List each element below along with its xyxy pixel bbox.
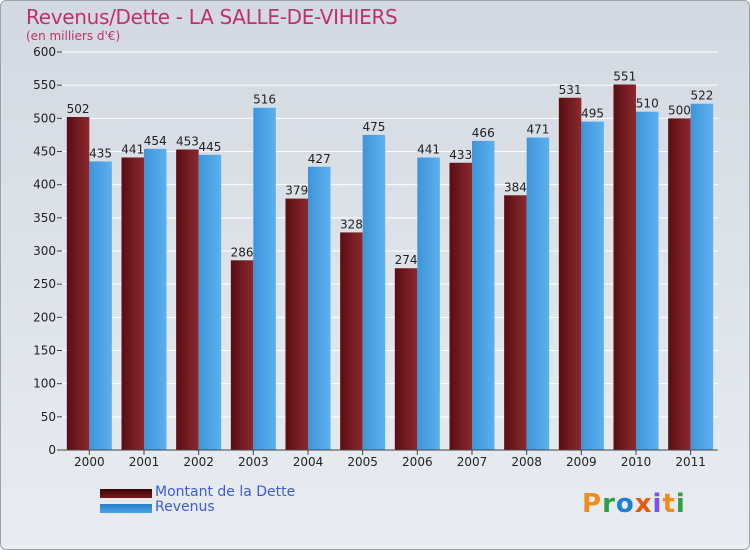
- bar-dette: [613, 84, 636, 451]
- data-label-revenus: 471: [526, 123, 549, 137]
- y-tick-label: 400: [33, 178, 56, 192]
- y-tick-label: 50: [41, 410, 56, 424]
- x-tick-label: 2010: [621, 455, 652, 469]
- y-tick-label: 250: [33, 277, 56, 291]
- bar-revenus: [308, 166, 331, 451]
- bar-dette: [558, 97, 582, 451]
- bar-revenus: [417, 157, 440, 450]
- grid-lines: [62, 51, 718, 451]
- data-label-dette: 531: [559, 83, 582, 97]
- y-tick-label: 600: [33, 45, 56, 59]
- chart-subtitle: (en milliers d'€): [26, 29, 121, 43]
- y-tick-label: 450: [33, 145, 56, 159]
- bar-dette: [340, 232, 363, 450]
- data-label-dette: 384: [504, 180, 527, 194]
- y-axis-ticks: 0 50 100 150 200 250 300 350 400 450 500 550 600: [33, 45, 62, 457]
- data-label-dette: 551: [613, 70, 636, 84]
- legend-swatch-revenus: [100, 504, 152, 513]
- bar-dette: [176, 149, 199, 450]
- bar-dette: [285, 198, 308, 450]
- x-tick-label: 2006: [402, 455, 433, 469]
- logo-letter: i: [675, 489, 686, 519]
- data-label-dette: 502: [67, 102, 90, 116]
- y-tick-label: 150: [33, 344, 56, 358]
- bar-dette: [121, 157, 144, 450]
- bar-revenus: [526, 137, 550, 450]
- x-tick-label: 2004: [293, 455, 324, 469]
- y-tick-label: 350: [33, 211, 56, 225]
- data-label-dette: 328: [340, 217, 363, 231]
- data-label-revenus: 475: [362, 120, 385, 134]
- data-label-dette: 286: [231, 245, 254, 259]
- proxiti-logo: Proxiti: [582, 489, 686, 519]
- data-label-revenus: 495: [581, 107, 604, 121]
- bar-revenus: [89, 161, 112, 450]
- logo-letter: P: [582, 489, 603, 519]
- x-tick-label: 2011: [675, 455, 706, 469]
- x-axis-ticks: 2000 2001 2002 2003 2004 2005 2006 2007 2008 2009…: [74, 450, 706, 469]
- bars: [66, 84, 714, 451]
- data-label-dette: 500: [668, 103, 691, 117]
- data-label-revenus: 435: [89, 146, 112, 160]
- data-label-revenus: 466: [472, 126, 495, 140]
- logo-letter: o: [615, 489, 635, 519]
- legend-label-revenus: Revenus: [155, 499, 215, 515]
- logo-letter: i: [652, 489, 663, 519]
- x-tick-label: 2003: [238, 455, 269, 469]
- data-label-revenus: 427: [308, 152, 331, 166]
- data-label-dette: 379: [285, 184, 308, 198]
- data-label-dette: 274: [395, 253, 418, 267]
- y-tick-label: 300: [33, 244, 56, 258]
- data-label-revenus: 454: [144, 134, 167, 148]
- data-label-revenus: 441: [417, 142, 440, 156]
- x-tick-label: 2000: [74, 455, 105, 469]
- bar-dette: [668, 118, 691, 450]
- y-tick-label: 0: [48, 443, 56, 457]
- bar-dette: [66, 117, 90, 451]
- x-tick-label: 2009: [566, 455, 597, 469]
- logo-letter: t: [662, 489, 676, 519]
- bar-revenus: [472, 140, 495, 451]
- bar-dette: [449, 162, 472, 450]
- y-tick-label: 550: [33, 78, 56, 92]
- bar-revenus: [581, 121, 604, 451]
- x-tick-label: 2007: [457, 455, 488, 469]
- x-tick-label: 2001: [129, 455, 160, 469]
- legend-swatch-dette: [100, 489, 152, 498]
- data-label-revenus: 522: [690, 89, 713, 103]
- data-label-dette: 453: [176, 135, 199, 149]
- data-label-revenus: 510: [636, 97, 659, 111]
- y-tick-label: 100: [33, 377, 56, 391]
- bar-revenus: [198, 154, 222, 451]
- legend-label-dette: Montant de la Dette: [155, 484, 296, 500]
- x-tick-label: 2008: [511, 455, 542, 469]
- y-tick-label: 200: [33, 310, 56, 324]
- logo-letter: r: [602, 489, 616, 519]
- data-label-revenus: 516: [253, 93, 276, 107]
- data-label-revenus: 445: [198, 140, 221, 154]
- bar-dette: [230, 260, 254, 450]
- chart-title: Revenus/Dette - LA SALLE-DE-VIHIERS: [26, 5, 398, 29]
- x-tick-label: 2002: [183, 455, 214, 469]
- bar-revenus: [636, 111, 659, 450]
- bar-revenus: [362, 134, 386, 450]
- bar-revenus: [253, 107, 276, 450]
- logo-letter: x: [634, 489, 653, 519]
- data-label-dette: 433: [449, 148, 472, 162]
- x-tick-label: 2005: [347, 455, 378, 469]
- bar-dette: [394, 268, 418, 450]
- bar-dette: [504, 195, 527, 450]
- y-tick-label: 500: [33, 111, 56, 125]
- bar-revenus: [690, 103, 714, 451]
- data-label-dette: 441: [121, 142, 144, 156]
- bar-revenus: [144, 148, 167, 450]
